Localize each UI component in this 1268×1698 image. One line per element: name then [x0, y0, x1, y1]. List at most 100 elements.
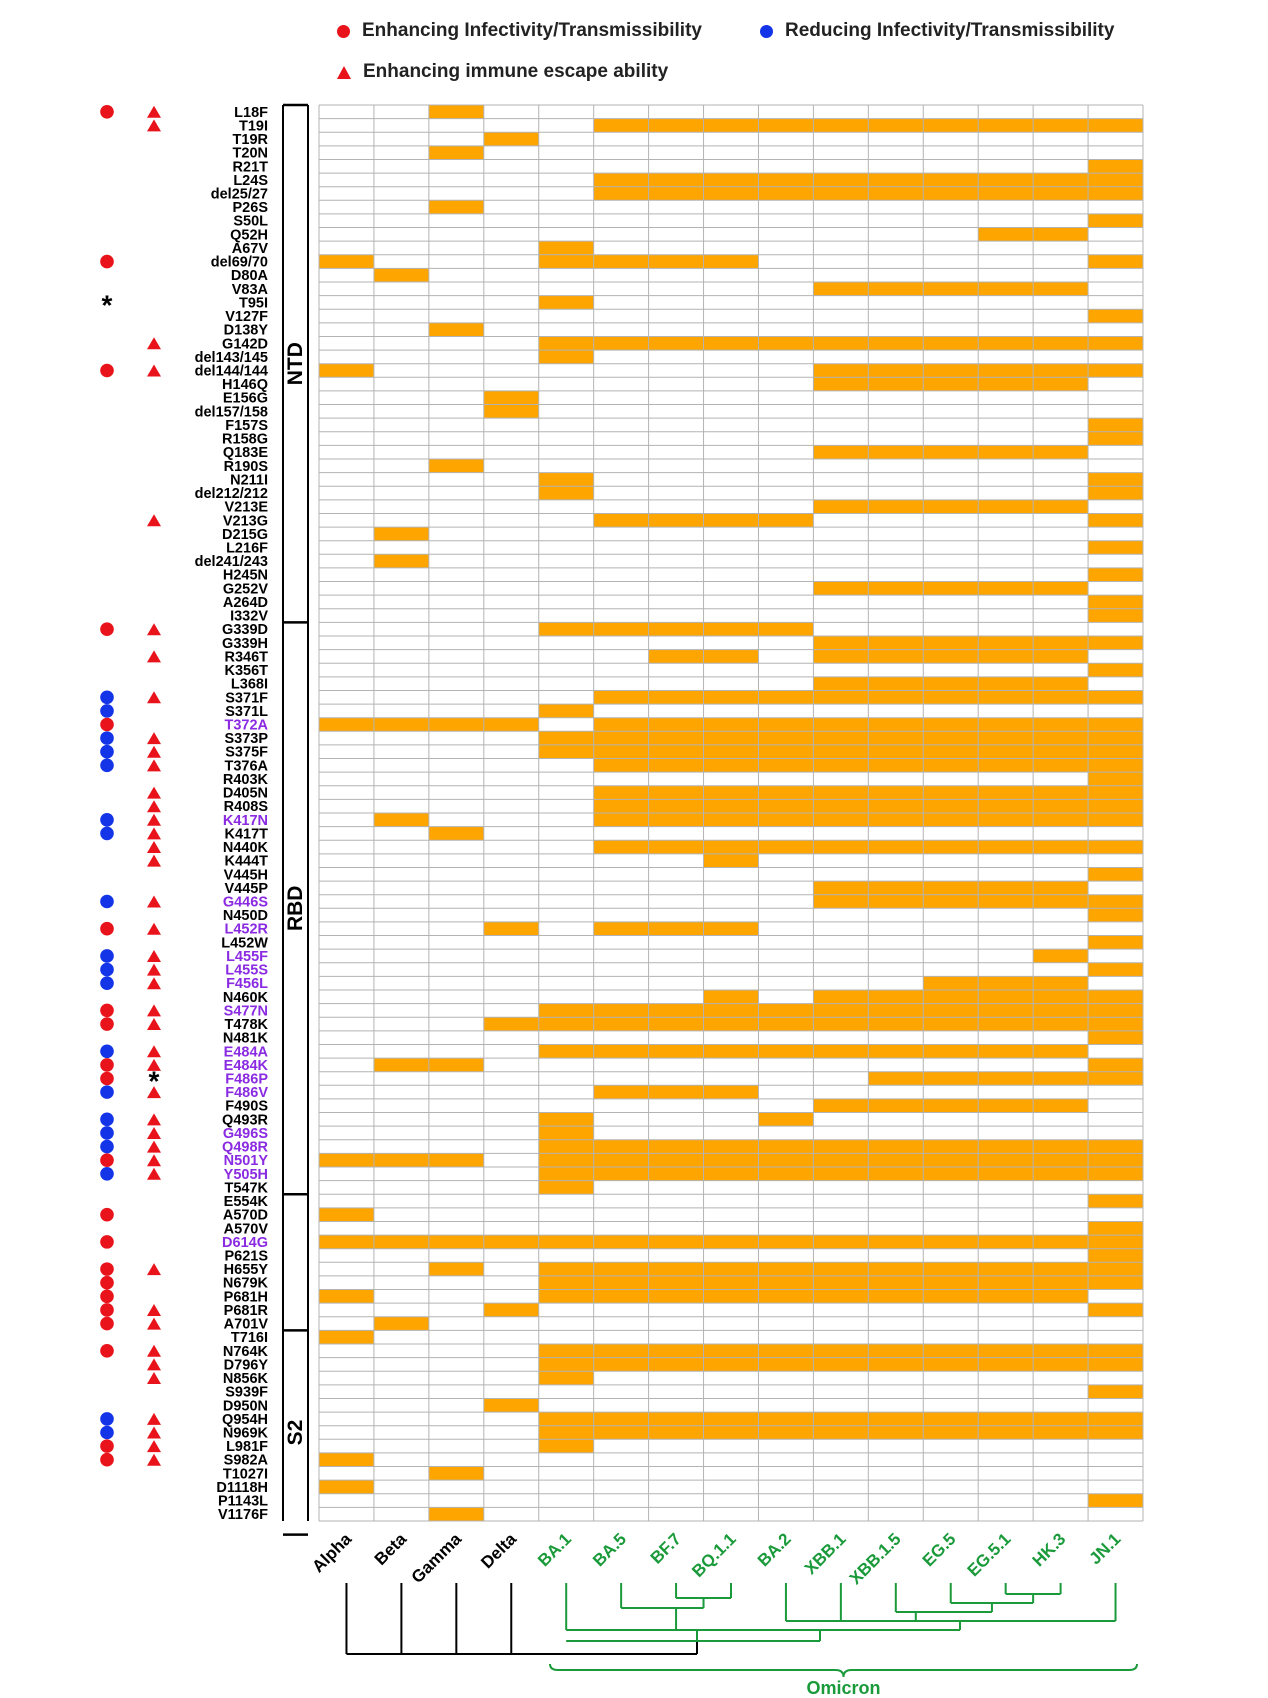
- enhancing-infectivity-marker: [100, 1207, 114, 1222]
- mutation-cell-D614G-HK.3: [1033, 1235, 1089, 1249]
- mutation-cell-D614G-Gamma: [428, 1235, 484, 1249]
- mutation-cell-G142D-EG.5: [923, 336, 979, 351]
- mutation-cell-T478K-BA.2: [758, 1017, 814, 1031]
- mutation-cell-Y505H-BA.5: [593, 1167, 649, 1181]
- mutation-label: V127F: [225, 309, 268, 325]
- mutation-cell-Y505H-EG.5.1: [978, 1167, 1034, 1181]
- mutation-cell-L24S-BQ.1.1: [703, 173, 759, 187]
- mutation-cell-Y505H-HK.3: [1033, 1167, 1089, 1181]
- mutation-cell-L24S-HK.3: [1033, 173, 1089, 187]
- mutation-cell-Q954H-XBB.1.5: [868, 1412, 924, 1426]
- mutation-cell-N764K-XBB.1.5: [868, 1344, 924, 1358]
- mutation-cell-G339D-BA.2: [758, 622, 814, 636]
- mutation-cell-G252V-XBB.1.5: [868, 581, 924, 596]
- immune-escape-marker: [147, 1453, 161, 1466]
- mutation-cell-Q498R-BF.7: [648, 1139, 704, 1154]
- mutation-cell-G252V-HK.3: [1033, 581, 1089, 596]
- variant-label: JN.1: [1086, 1529, 1125, 1568]
- mutation-cell-N211I-JN.1: [1088, 472, 1143, 487]
- mutation-cell-Y505H-XBB.1.5: [868, 1167, 924, 1181]
- mutation-label: Q183E: [223, 445, 268, 461]
- mutation-cell-G446S-XBB.1: [813, 894, 869, 909]
- mutation-cell-S375F-BA.2: [758, 744, 814, 759]
- mutation-cell-L24S-JN.1: [1088, 173, 1143, 187]
- mutation-cell-del143/145-BA.1: [538, 350, 594, 364]
- mutation-cell-V83A-XBB.1: [813, 282, 869, 296]
- reducing-infectivity-marker: [100, 826, 114, 841]
- enhancing-infectivity-marker: [100, 1153, 114, 1167]
- mutation-cell-G496S-BA.1: [538, 1126, 594, 1140]
- mutation-label: L368I: [231, 677, 268, 693]
- mutation-cell-G339H-XBB.1: [813, 636, 869, 650]
- mutation-cell-Q498R-XBB.1: [813, 1139, 869, 1154]
- mutation-cell-E484A-BA.2: [758, 1044, 814, 1059]
- mutation-cell-A264D-JN.1: [1088, 595, 1143, 609]
- mutation-label: T95I: [239, 295, 268, 311]
- mutation-cell-N969K-BA.1: [538, 1425, 594, 1440]
- mutation-cell-T376A-HK.3: [1033, 758, 1089, 773]
- mutation-cell-N679K-BF.7: [648, 1275, 704, 1290]
- mutation-cell-N440K-EG.5.1: [978, 840, 1034, 854]
- mutation-cell-N501Y-BA.2: [758, 1153, 814, 1167]
- mutation-cell-H655Y-BA.2: [758, 1262, 814, 1276]
- mutation-label: T547K: [224, 1180, 268, 1196]
- mutation-cell-N679K-XBB.1: [813, 1275, 869, 1290]
- mutation-cell-G142D-BF.7: [648, 336, 704, 351]
- mutation-cell-del144/144-EG.5: [923, 363, 979, 378]
- reducing-infectivity-marker: [100, 894, 114, 909]
- mutation-labels: L18FT19IT19RT20NR21TL24Sdel25/27P26SS50L…: [195, 105, 269, 1523]
- mutation-label: K417T: [224, 826, 268, 842]
- mutation-cell-Q954H-BQ.1.1: [703, 1412, 759, 1426]
- mutation-label: G496S: [223, 1126, 268, 1142]
- mutation-cell-F486P-EG.5: [923, 1071, 979, 1086]
- mutation-cell-A570V-JN.1: [1088, 1221, 1143, 1236]
- mutation-cell-N969K-BA.5: [593, 1425, 649, 1440]
- mutation-cell-Q954H-XBB.1: [813, 1412, 869, 1426]
- mutation-cell-T376A-BA.5: [593, 758, 649, 773]
- mutation-cell-S371F-BA.5: [593, 690, 649, 705]
- mutation-cell-L24S-BF.7: [648, 173, 704, 187]
- mutation-cell-T20N-Gamma: [428, 145, 484, 160]
- mutation-cell-S477N-BA.1: [538, 1003, 594, 1018]
- mutation-cell-R346T-BF.7: [648, 649, 704, 664]
- mutation-cell-S375F-BQ.1.1: [703, 744, 759, 759]
- mutation-label: V445P: [224, 881, 268, 897]
- mutation-cell-R346T-XBB.1: [813, 649, 869, 664]
- mutation-cell-T478K-JN.1: [1088, 1017, 1143, 1031]
- mutation-label: F490S: [225, 1099, 268, 1115]
- mutation-cell-P681H-Alpha: [319, 1289, 374, 1304]
- mutation-cell-D614G-XBB.1: [813, 1235, 869, 1249]
- mutation-cell-S373P-XBB.1: [813, 731, 869, 745]
- mutation-cell-Q954H-EG.5.1: [978, 1412, 1034, 1426]
- reducing-infectivity-marker: [100, 1167, 114, 1181]
- enhancing-infectivity-marker: [100, 1452, 114, 1467]
- mutation-cell-L452R-BF.7: [648, 921, 704, 936]
- mutation-label: V83A: [232, 282, 269, 298]
- mutation-cell-T19I-BA.2: [758, 118, 814, 133]
- mutation-cell-T478K-BA.5: [593, 1017, 649, 1031]
- mutation-cell-H655Y-EG.5: [923, 1262, 979, 1276]
- mutation-cell-T478K-Delta: [483, 1017, 539, 1031]
- mutation-cell-T478K-BQ.1.1: [703, 1017, 759, 1031]
- omicron-brace: [549, 1663, 1138, 1678]
- mutation-label: E156G: [223, 391, 268, 407]
- mutation-cell-F486P-XBB.1.5: [868, 1071, 924, 1086]
- mutation-cell-R346T-EG.5.1: [978, 649, 1034, 664]
- enhancing-infectivity-marker: [100, 921, 114, 936]
- immune-escape-marker: [147, 977, 161, 990]
- mutation-cell-E484A-BA.5: [593, 1044, 649, 1059]
- mutation-label: R408S: [224, 799, 269, 815]
- mutation-cell-H146Q-XBB.1.5: [868, 377, 924, 391]
- mutation-cell-N440K-BA.2: [758, 840, 814, 854]
- mutation-cell-G142D-BA.2: [758, 336, 814, 351]
- mutation-cell-G446S-JN.1: [1088, 894, 1143, 909]
- mutation-cell-T716I-Alpha: [319, 1330, 374, 1344]
- mutation-cell-R408S-XBB.1: [813, 799, 869, 813]
- mutation-cell-T372A-BQ.1.1: [703, 717, 759, 732]
- mutation-cell-D405N-EG.5: [923, 785, 979, 800]
- mutation-label: P681H: [224, 1289, 268, 1305]
- mutation-cell-L452W-JN.1: [1088, 935, 1143, 950]
- mutation-label: G339D: [222, 622, 268, 638]
- mutation-cell-V213G-BA.2: [758, 513, 814, 528]
- mutation-cell-V213E-XBB.1: [813, 499, 869, 514]
